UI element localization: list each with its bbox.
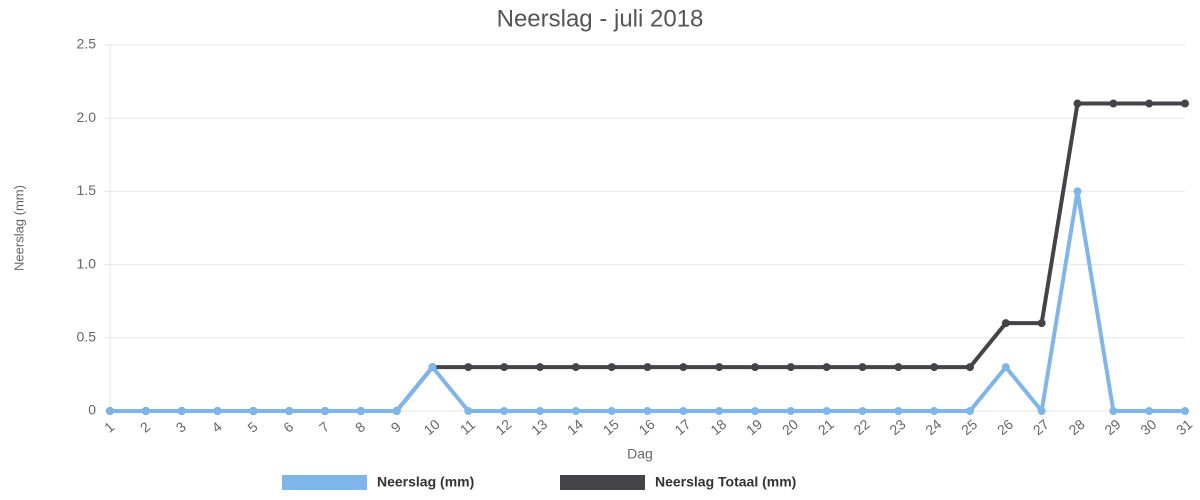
y-tick-label: 1.0	[77, 255, 97, 271]
data-point	[858, 407, 867, 415]
data-point	[177, 407, 186, 415]
x-tick-label: 27	[1030, 416, 1052, 438]
data-point	[786, 363, 795, 372]
data-point	[213, 407, 222, 415]
data-point	[249, 407, 258, 415]
data-point	[1037, 407, 1046, 415]
data-point	[822, 363, 831, 372]
data-point	[751, 407, 759, 415]
y-axis-label: Neerslag (mm)	[11, 185, 26, 271]
series-line	[110, 189, 1185, 413]
data-point	[571, 407, 580, 415]
y-tick-label: 0.5	[77, 329, 97, 345]
data-point	[930, 407, 939, 415]
x-tick-label: 2	[137, 418, 153, 435]
data-point	[679, 407, 688, 415]
data-point	[321, 407, 329, 415]
x-tick-label: 3	[173, 418, 189, 435]
chart-title: Neerslag - juli 2018	[497, 5, 704, 32]
data-point	[285, 407, 294, 415]
x-tick-label: 8	[352, 418, 368, 435]
x-tick-label: 15	[600, 416, 622, 438]
data-point	[1181, 99, 1189, 108]
data-point	[679, 363, 688, 372]
legend-swatch	[282, 475, 367, 490]
data-point	[930, 363, 939, 372]
x-tick-label: 21	[815, 416, 837, 438]
data-point	[966, 407, 974, 415]
data-point	[536, 363, 544, 372]
x-tick-label: 23	[886, 416, 908, 438]
y-tick-label: 2.0	[77, 109, 97, 125]
data-point	[536, 407, 544, 415]
data-point	[966, 363, 974, 372]
data-point	[1181, 407, 1189, 415]
data-point	[751, 363, 759, 372]
data-point	[715, 407, 724, 415]
data-point	[894, 407, 903, 415]
x-tick-label: 18	[707, 416, 729, 438]
data-point	[643, 407, 652, 415]
x-tick-label: 10	[421, 416, 443, 438]
x-tick-label: 26	[994, 416, 1016, 438]
x-tick-label: 5	[244, 418, 260, 435]
x-tick-label: 30	[1137, 416, 1159, 438]
data-point	[1037, 319, 1046, 328]
data-point	[822, 407, 831, 415]
x-tick-label: 12	[492, 416, 514, 438]
x-tick-label: 24	[922, 416, 944, 438]
data-point	[464, 363, 473, 372]
data-point	[894, 363, 903, 372]
x-tick-label: 19	[743, 416, 765, 438]
data-point	[500, 363, 509, 372]
x-tick-label: 13	[528, 416, 550, 438]
data-point	[607, 407, 616, 415]
legend-swatch	[560, 475, 645, 490]
y-tick-label: 1.5	[77, 182, 97, 198]
x-tick-label: 31	[1173, 416, 1195, 438]
x-tick-label: 20	[779, 416, 801, 438]
data-point	[1073, 187, 1082, 196]
legend-label: Neerslag (mm)	[377, 474, 474, 490]
data-point	[1109, 407, 1118, 415]
data-point	[858, 363, 867, 372]
data-point	[786, 407, 795, 415]
data-point	[715, 363, 724, 372]
x-tick-label: 17	[671, 416, 693, 438]
data-point	[392, 407, 401, 415]
data-point	[1001, 319, 1010, 328]
x-tick-label: 11	[457, 416, 479, 438]
data-point	[1073, 99, 1082, 108]
data-point	[1001, 363, 1010, 372]
data-point	[106, 407, 114, 415]
x-tick-label: 29	[1101, 416, 1123, 438]
data-point	[1145, 99, 1154, 108]
x-tick-label: 14	[564, 416, 586, 438]
x-tick-label: 16	[636, 416, 658, 438]
x-tick-label: 6	[280, 418, 296, 435]
legend-label: Neerslag Totaal (mm)	[655, 474, 796, 490]
x-tick-label: 9	[388, 418, 404, 435]
x-tick-label: 7	[316, 418, 332, 435]
x-axis-label: Dag	[627, 446, 653, 462]
data-point	[428, 363, 437, 372]
data-point	[500, 407, 509, 415]
data-point	[1109, 99, 1118, 108]
data-point	[571, 363, 580, 372]
y-tick-label: 2.5	[77, 36, 97, 52]
x-tick-label: 1	[101, 418, 117, 435]
x-tick-label: 22	[851, 416, 873, 438]
data-point	[141, 407, 150, 415]
data-point	[464, 407, 473, 415]
x-tick-label: 25	[958, 416, 980, 438]
data-point	[607, 363, 616, 372]
x-tick-label: 4	[209, 418, 225, 435]
x-tick-label: 28	[1066, 416, 1088, 438]
data-point	[643, 363, 652, 372]
data-point	[356, 407, 365, 415]
y-tick-label: 0	[88, 402, 96, 418]
data-point	[1145, 407, 1154, 415]
